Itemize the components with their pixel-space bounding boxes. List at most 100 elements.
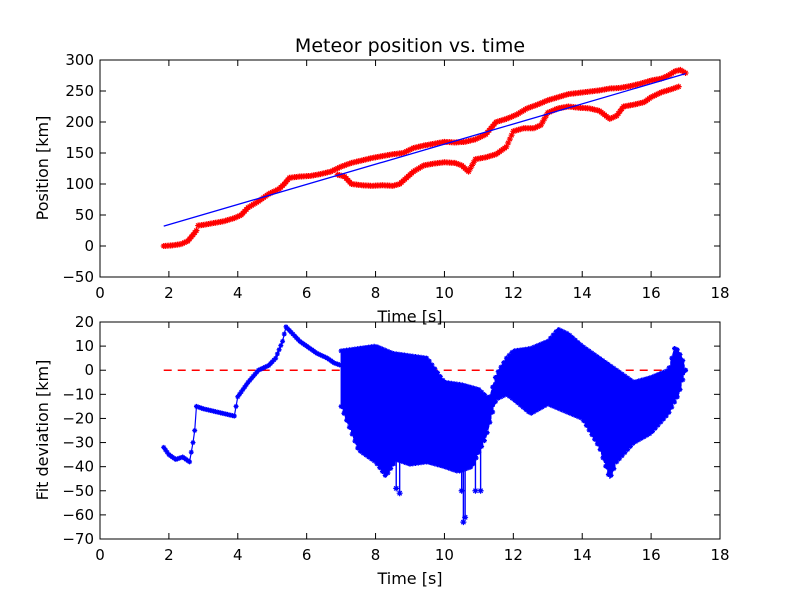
deviation-upper-point [633, 379, 639, 385]
deviation-spike-point [477, 487, 484, 494]
data-point [408, 145, 415, 152]
deviation-lower-point [619, 453, 625, 459]
x-tick-label: 0 [95, 546, 105, 564]
data-point [651, 92, 658, 99]
deviation-lower-point [649, 428, 655, 434]
deviation-point [283, 324, 289, 330]
deviation-point [245, 379, 251, 385]
x-tick-label: 0 [95, 284, 105, 302]
data-point [532, 124, 539, 131]
deviation-lower-point [424, 459, 430, 465]
deviation-point [250, 373, 256, 379]
data-point [503, 143, 510, 150]
deviation-lower-point [517, 402, 523, 408]
data-point [544, 109, 551, 116]
deviation-upper-point [638, 377, 644, 383]
deviation-lower-point [633, 438, 639, 444]
data-point [537, 100, 544, 107]
deviation-upper-point [561, 329, 567, 335]
deviation-lower-point [672, 399, 678, 405]
deviation-point [276, 347, 282, 353]
deviation-point [197, 405, 203, 411]
deviation-lower-point [437, 463, 443, 469]
deviation-point [188, 449, 194, 455]
data-point [663, 73, 670, 80]
data-point [465, 168, 472, 175]
deviation-lower-point [545, 401, 551, 407]
deviation-lower-point [470, 461, 476, 467]
deviation-lower-point [652, 425, 658, 431]
deviation-lower-point [363, 452, 369, 458]
deviation-upper-point [539, 341, 545, 347]
deviation-lower-point [553, 404, 559, 410]
deviation-upper-point [630, 379, 636, 385]
data-point [541, 115, 548, 122]
deviation-point [233, 403, 239, 409]
deviation-lower-point [627, 443, 633, 449]
deviation-lower-point [360, 450, 366, 456]
deviation-lower-point [570, 411, 576, 417]
y-tick-label: 0 [84, 237, 94, 255]
deviation-point [281, 331, 287, 337]
deviation-upper-point [658, 370, 664, 376]
fit-line [163, 73, 686, 227]
deviation-upper-point [597, 356, 603, 362]
deviation-upper-point [346, 347, 352, 353]
deviation-upper-point [644, 376, 650, 382]
deviation-lower-point [501, 393, 507, 399]
deviation-lower-point [550, 403, 556, 409]
deviation-upper-point [341, 348, 347, 354]
deviation-lower-point [674, 394, 680, 400]
deviation-upper-point [564, 330, 570, 336]
data-point [405, 147, 412, 154]
x-tick-label: 10 [435, 284, 454, 302]
deviation-upper-point [509, 349, 515, 355]
deviation-point [247, 377, 253, 383]
deviation-lower-point [556, 406, 562, 412]
deviation-point [173, 456, 179, 462]
deviation-point [162, 447, 168, 453]
y-tick-label: 100 [65, 175, 94, 193]
deviation-upper-point [512, 348, 518, 354]
deviation-upper-point [581, 344, 587, 350]
deviation-upper-point [355, 346, 361, 352]
x-tick-label: 18 [710, 546, 729, 564]
deviation-spike-point [393, 485, 400, 492]
deviation-point [261, 365, 267, 371]
deviation-upper-point [492, 374, 498, 380]
deviation-upper-point [608, 363, 614, 369]
data-point [508, 132, 515, 139]
position-y-ticks: −50 0 50 100 150 200 250 300 [62, 51, 720, 286]
data-point [537, 122, 544, 129]
data-point [512, 112, 519, 119]
deviation-upper-point [454, 381, 460, 387]
deviation-upper-point [443, 379, 449, 385]
deviation-lower-point [520, 404, 526, 410]
deviation-upper-point [501, 360, 507, 366]
deviation-upper-point [627, 377, 633, 383]
deviation-point [249, 375, 255, 381]
data-point [400, 150, 407, 156]
deviation-point [323, 354, 329, 360]
deviation-lower-point [525, 409, 531, 415]
data-point [673, 84, 680, 91]
deviation-lower-point [388, 465, 394, 471]
deviation-lower-point [401, 459, 407, 465]
deviation-upper-point [537, 342, 543, 348]
data-point [546, 108, 553, 115]
position-x-axis-label: Time [s] [376, 307, 442, 326]
deviation-upper-point [418, 354, 424, 360]
deviation-upper-point [525, 346, 531, 352]
deviation-spike-point [396, 490, 403, 497]
deviation-point [268, 361, 273, 367]
deviation-point [292, 333, 298, 339]
deviation-lower-point [377, 465, 383, 471]
data-point [346, 160, 353, 167]
deviation-lower-point [611, 466, 617, 472]
deviation-upper-point [680, 358, 686, 364]
deviation-point [195, 404, 201, 410]
deviation-lower-point [641, 434, 647, 440]
deviation-point [259, 366, 265, 372]
deviation-upper-point [514, 347, 520, 353]
deviation-lower-point [448, 466, 454, 472]
